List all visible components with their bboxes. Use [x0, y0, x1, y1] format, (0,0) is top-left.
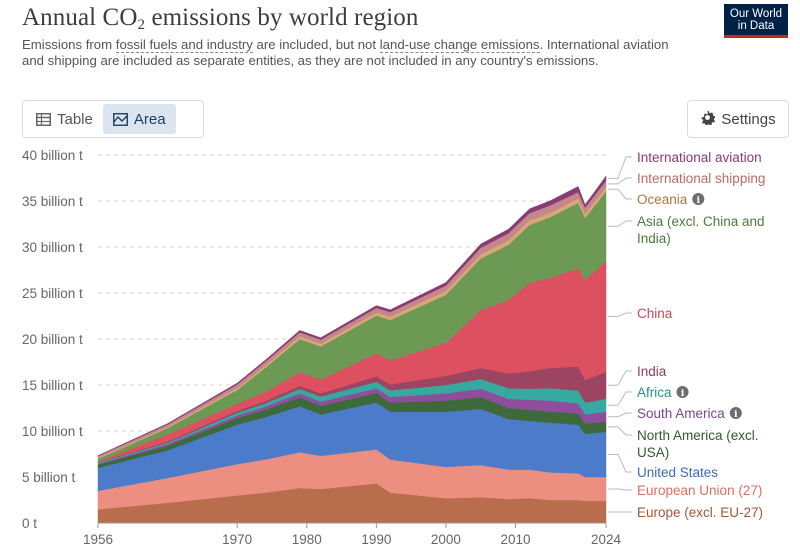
legend-south-america: South America	[637, 406, 725, 421]
y-tick-label: 10 billion t	[22, 424, 83, 439]
info-icon-glyph: i	[734, 409, 738, 420]
settings-label: Settings	[721, 110, 776, 128]
x-tick-label: 1990	[361, 532, 391, 547]
legend-european-union-27: European Union (27)	[637, 483, 762, 498]
y-tick-label: 20 billion t	[22, 332, 83, 347]
legend-united-states: United States	[637, 465, 718, 480]
legend-europe-excl-eu-27: Europe (excl. EU-27)	[637, 505, 763, 520]
legend-north-america-excl-usa: North America (excl. USA)	[637, 428, 759, 460]
fossil-fuels-link[interactable]: fossil fuels and industry	[115, 37, 253, 53]
area-international-aviation	[97, 175, 607, 457]
legend-international-aviation: International aviation	[637, 150, 762, 165]
legend-asia-excl-china-and-india: Asia (excl. China and India)	[637, 214, 765, 246]
land-use-link[interactable]: land-use change emissions	[379, 37, 540, 53]
tab-table-label: Table	[57, 110, 93, 128]
y-tick-label: 0 t	[22, 516, 37, 531]
x-tick-label: 1970	[222, 532, 252, 547]
legend-connector	[608, 488, 632, 491]
legend-connector	[608, 454, 632, 473]
x-tick-label: 2000	[431, 532, 461, 547]
chart-subtitle: Emissions from fossil fuels and industry…	[22, 37, 669, 68]
legend-connector	[608, 391, 632, 406]
table-icon	[36, 112, 51, 126]
x-tick-label: 1980	[292, 532, 322, 547]
legend-china: China	[637, 306, 673, 321]
y-tick-label: 40 billion t	[22, 148, 83, 163]
settings-button[interactable]: Settings	[687, 100, 789, 138]
x-tick-label: 2024	[591, 532, 622, 547]
tab-area[interactable]: Area	[102, 104, 176, 134]
gear-icon	[700, 110, 716, 129]
legend-india: India	[637, 364, 667, 379]
legend-connector	[608, 426, 632, 436]
info-icon	[692, 193, 705, 205]
y-tick-label: 35 billion t	[22, 194, 83, 209]
x-tick-label: 1956	[83, 532, 113, 547]
tab-area-label: Area	[133, 110, 166, 128]
legend-connector	[608, 188, 632, 200]
view-tabs: Table Area	[22, 100, 204, 138]
y-tick-label: 25 billion t	[22, 286, 83, 301]
owid-logo[interactable]: Our World in Data	[724, 4, 788, 38]
legend-connector	[608, 177, 632, 185]
y-tick-label: 15 billion t	[22, 378, 83, 393]
legend-connector	[608, 220, 632, 227]
info-icon-glyph: i	[696, 195, 700, 206]
y-tick-label: 5 billion t	[22, 470, 76, 485]
info-icon-glyph: i	[681, 388, 685, 399]
legend-connector	[608, 370, 632, 386]
legend-international-shipping: International shipping	[637, 171, 765, 186]
info-icon	[676, 386, 689, 398]
chart-title: Annual CO2 emissions by world region	[22, 4, 419, 33]
legend-africa: Africa	[637, 385, 672, 400]
tab-table[interactable]: Table	[26, 104, 103, 134]
legend-connector	[608, 156, 632, 179]
x-tick-label: 2010	[501, 532, 531, 547]
area-chart-icon	[112, 112, 128, 126]
legend-connector	[608, 312, 632, 317]
y-tick-label: 30 billion t	[22, 240, 83, 255]
info-icon	[729, 407, 742, 419]
legend-connector	[608, 412, 632, 418]
legend-oceania: Oceania	[637, 192, 688, 207]
